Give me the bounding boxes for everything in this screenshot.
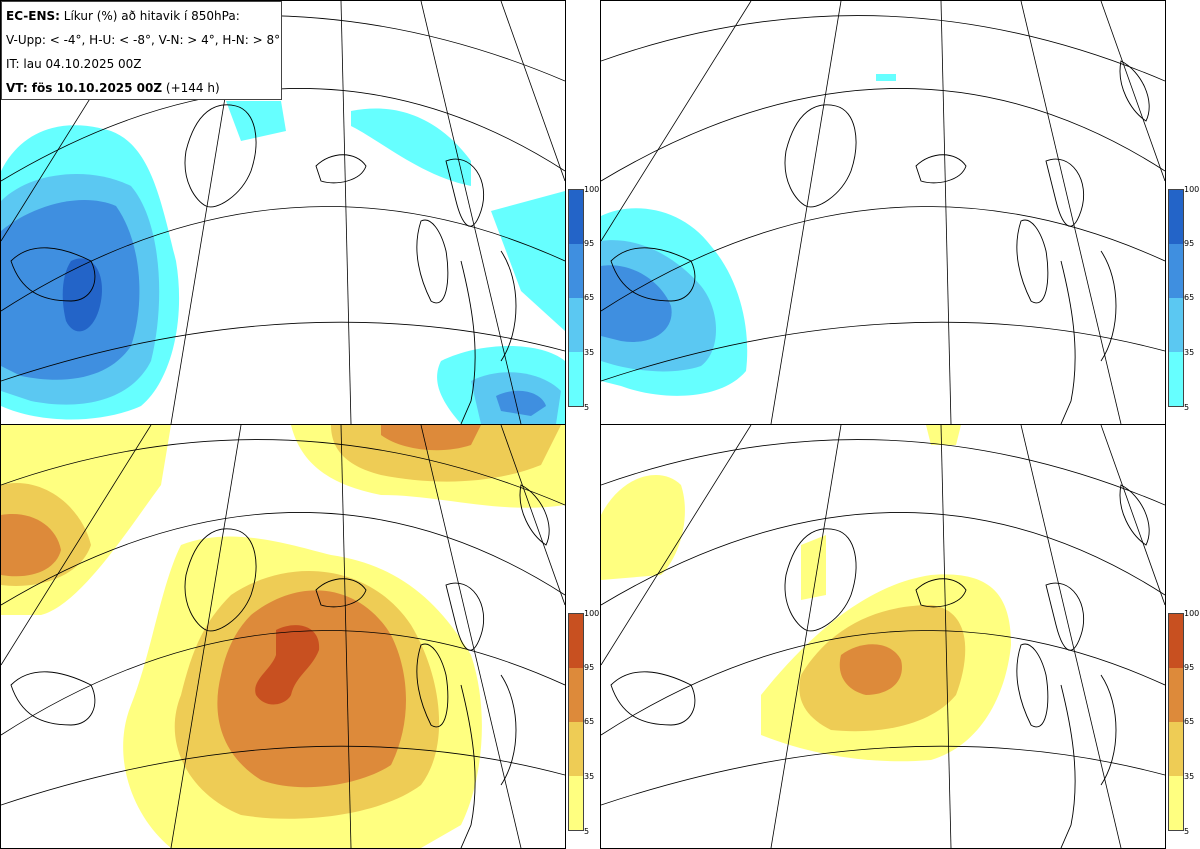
legend-tick: 95: [584, 239, 595, 248]
legend-tick: 35: [584, 772, 595, 781]
graticule: [1, 425, 565, 848]
prob-5-35: [601, 475, 685, 580]
graticule: [601, 1, 1165, 424]
prob-95-100: [62, 258, 102, 332]
legend-tick: 65: [584, 293, 595, 302]
legend-tick: 65: [1184, 293, 1195, 302]
legend-tick: 100: [1184, 185, 1200, 194]
prob-5-35: [876, 74, 896, 81]
legend-tick: 5: [584, 827, 590, 836]
prob-5-35: [926, 425, 961, 445]
map-cold-4: [1, 1, 565, 424]
prob-65-95: [601, 265, 672, 342]
prob-65-95: [217, 590, 406, 788]
map-panel-cold-4: EC-ENS: Líkur (%) að hitavik í 850hPa: V…: [0, 0, 566, 425]
legend-tick: 5: [1184, 403, 1190, 412]
map-panel-cold-8: [600, 0, 1166, 425]
coastlines: [10, 484, 550, 848]
map-cold-8: [601, 1, 1165, 424]
info-line-thresholds: V-Upp: < -4°, H-U: < -8°, V-N: > 4°, H-N…: [6, 33, 281, 47]
legend-tick: 35: [1184, 772, 1195, 781]
legend-tick: 95: [1184, 239, 1195, 248]
legend-cold-top: [568, 189, 584, 407]
info-line-model: EC-ENS: Líkur (%) að hitavik í 850hPa:: [6, 9, 240, 23]
map-panel-warm-8: [600, 424, 1166, 849]
legend-tick: 5: [1184, 827, 1190, 836]
legend-tick: 100: [1184, 609, 1200, 618]
map-warm-4: [1, 425, 565, 848]
prob-95-100: [255, 625, 320, 705]
map-panel-warm-4: [0, 424, 566, 849]
legend-tick: 100: [584, 185, 600, 194]
coastlines: [10, 104, 517, 424]
prob-5-35: [226, 101, 286, 141]
prob-65-95: [496, 390, 546, 416]
graticule: [1, 1, 565, 424]
map-warm-8: [601, 425, 1165, 848]
legend-tick: 100: [584, 609, 600, 618]
legend-tick: 35: [584, 348, 595, 357]
legend-warm-bottom-right: [1168, 613, 1184, 831]
graticule: [601, 425, 1165, 848]
legend-tick: 95: [1184, 663, 1195, 672]
legend-tick: 65: [584, 717, 595, 726]
info-line-init-time: IT: lau 04.10.2025 00Z: [6, 57, 142, 71]
coastlines: [610, 484, 1150, 848]
prob-65-95: [839, 644, 902, 695]
info-line-valid-time: VT: fös 10.10.2025 00Z (+144 h): [6, 81, 220, 95]
legend-tick: 95: [584, 663, 595, 672]
legend-tick: 5: [584, 403, 590, 412]
legend-cold-top-right: [1168, 189, 1184, 407]
prob-5-35: [491, 191, 565, 331]
legend-tick: 35: [1184, 348, 1195, 357]
legend-warm-bottom: [568, 613, 584, 831]
prob-65-95: [1, 514, 61, 577]
prob-5-35: [351, 108, 471, 186]
legend-tick: 65: [1184, 717, 1195, 726]
coastlines: [610, 60, 1150, 424]
prob-65-95: [381, 425, 481, 451]
info-box: EC-ENS: Líkur (%) að hitavik í 850hPa: V…: [1, 1, 282, 100]
